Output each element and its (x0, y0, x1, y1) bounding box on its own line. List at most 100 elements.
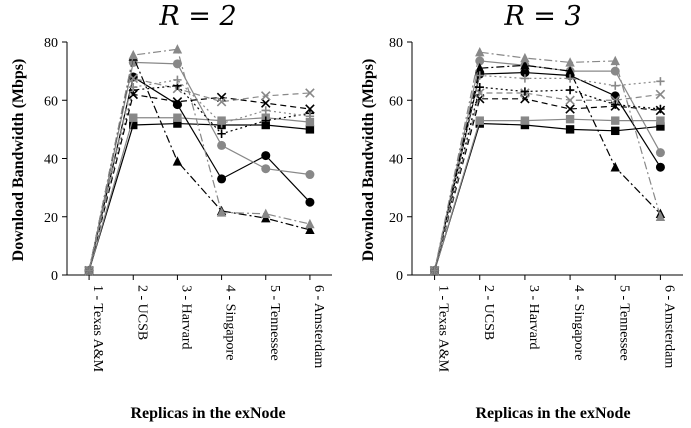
y-tick-label: 60 (389, 94, 403, 109)
panel-title: R = 2 (158, 1, 236, 32)
data-point (217, 119, 226, 128)
data-point (565, 85, 575, 95)
data-point (475, 116, 484, 125)
x-tick-label: 2 - UCSB (481, 285, 496, 340)
data-point (172, 59, 182, 69)
series-line (434, 118, 661, 271)
data-point (565, 125, 575, 134)
data-point (260, 91, 271, 101)
data-point (565, 65, 575, 76)
x-tick-label: 1 - Texas A&M (90, 285, 105, 373)
data-point (217, 129, 226, 138)
data-point (172, 44, 183, 54)
x-tick-label: 6 - Amsterdam (661, 285, 676, 368)
data-point (173, 113, 182, 122)
x-tick-label: 6 - Amsterdam (311, 285, 326, 368)
series-line (433, 71, 661, 271)
data-point (656, 116, 665, 125)
data-point (655, 162, 665, 172)
data-point (261, 208, 271, 219)
data-point (611, 116, 620, 125)
data-point (520, 120, 530, 130)
data-point (305, 104, 315, 114)
data-point (520, 87, 530, 96)
data-point (217, 140, 227, 150)
series-line (88, 93, 310, 271)
data-point (565, 57, 575, 67)
y-tick-label: 0 (51, 269, 58, 284)
x-tick-label: 4 - Singapore (223, 285, 238, 360)
data-point (129, 113, 138, 122)
series-line (88, 54, 311, 271)
data-point (305, 197, 315, 207)
x-tick-label: 4 - Singapore (571, 285, 586, 360)
data-point (655, 211, 666, 221)
data-point (305, 125, 315, 134)
data-point (611, 126, 620, 136)
x-axis-label: Replicas in the exNode (130, 405, 285, 422)
y-tick-label: 80 (389, 36, 403, 51)
data-point (656, 122, 665, 131)
data-point (261, 106, 270, 115)
data-point (216, 96, 227, 107)
series-line (434, 122, 661, 271)
series-line (433, 64, 661, 271)
data-point (656, 104, 665, 114)
data-point (610, 66, 620, 76)
series-line (434, 86, 661, 271)
y-axis-label: Download Bandwidth (Mbps) (360, 59, 377, 262)
data-point (656, 77, 665, 86)
data-point (610, 55, 620, 66)
y-tick-label: 80 (44, 36, 58, 51)
data-point (128, 49, 138, 60)
y-tick-label: 20 (389, 211, 403, 226)
y-tick-label: 40 (44, 153, 58, 168)
series-line (88, 61, 310, 271)
data-point (565, 114, 575, 124)
y-axis-label: Download Bandwidth (Mbps) (10, 59, 27, 262)
series-line (88, 77, 310, 271)
data-point (172, 100, 182, 110)
data-point (611, 81, 620, 90)
series-line (88, 117, 310, 271)
x-tick-label: 1 - Texas A&M (436, 285, 451, 373)
data-point (475, 63, 485, 73)
series-line (433, 51, 661, 271)
panel-title: R = 3 (503, 1, 581, 32)
data-point (520, 68, 530, 78)
data-point (172, 96, 183, 107)
data-point (520, 116, 530, 125)
data-point (565, 104, 575, 114)
data-point (172, 156, 183, 166)
data-point (475, 82, 484, 92)
series-line (433, 74, 661, 271)
data-point (475, 71, 484, 80)
y-tick-label: 20 (44, 211, 58, 226)
data-point (84, 266, 94, 275)
chart-panel-r3: R = 3 Download Bandwidth (Mbps) Replicas… (360, 1, 683, 422)
series-line (434, 92, 661, 271)
x-tick-label: 5 - Tennessee (267, 285, 282, 361)
data-point (655, 148, 665, 158)
data-point (655, 89, 666, 100)
data-point (261, 116, 270, 125)
data-point (565, 95, 575, 106)
data-point (611, 100, 620, 109)
data-point (260, 98, 271, 108)
data-point (305, 117, 315, 127)
series-line (433, 60, 661, 271)
x-tick-label: 3 - Harvard (178, 285, 193, 350)
data-point (217, 174, 227, 184)
y-tick-label: 40 (389, 153, 403, 168)
data-point (565, 74, 575, 83)
data-point (216, 92, 227, 103)
series-line (88, 122, 310, 271)
data-point (305, 170, 315, 180)
data-point (261, 120, 270, 130)
data-point (520, 60, 530, 70)
data-point (129, 82, 138, 92)
data-point (520, 52, 530, 63)
series-line (88, 48, 311, 271)
data-point (610, 162, 620, 172)
